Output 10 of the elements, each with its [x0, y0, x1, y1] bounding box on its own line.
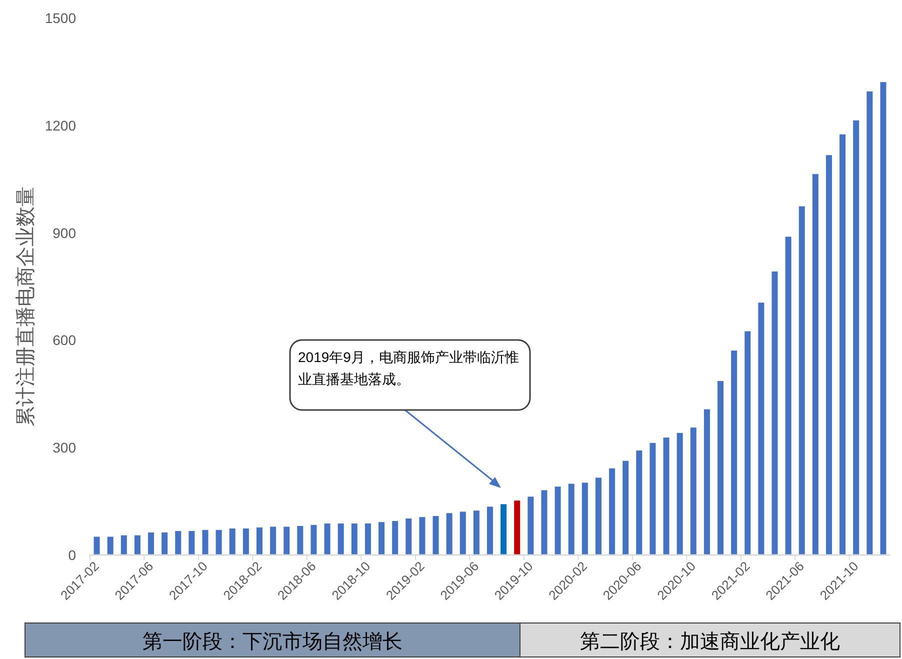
y-tick-label: 600 — [52, 332, 76, 348]
text: 第一阶段：下沉市场自然增长 — [142, 631, 402, 653]
y-tick-label: 300 — [52, 440, 76, 456]
y-tick-label: 1200 — [44, 117, 76, 134]
y-tick-label: 0 — [68, 547, 76, 563]
y-tick-label: 900 — [52, 224, 76, 241]
text: 第二阶段：加速商业化产业化 — [580, 631, 840, 653]
annotation: 2019年9月，电商服饰产业带临沂惟业直播基地落成。 — [298, 348, 520, 389]
y-tick-label: 1500 — [44, 10, 76, 26]
y-axis-title: 累计注册直播电商企业数量 — [15, 186, 37, 426]
